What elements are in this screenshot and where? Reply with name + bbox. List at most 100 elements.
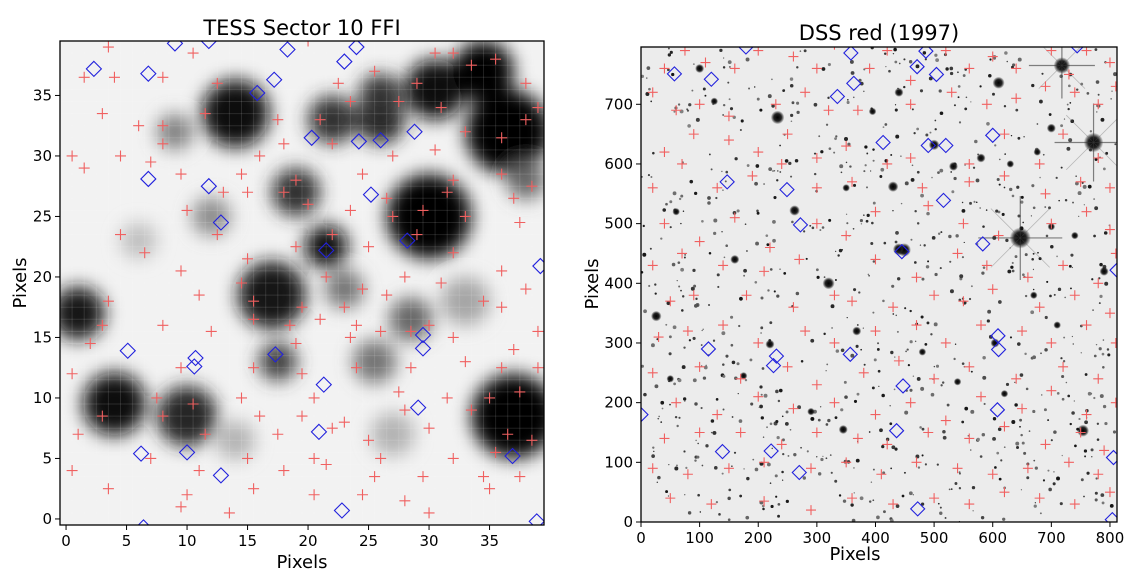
dss-panel: DSS red (1997) 0 100 200 300 400 500 600 700 800… xyxy=(582,21,1124,565)
cross-marker xyxy=(139,247,151,259)
tess-diamonds xyxy=(85,41,544,545)
cross-marker xyxy=(447,331,459,343)
cross-marker xyxy=(788,403,799,414)
diffraction-spike xyxy=(1065,114,1117,171)
cross-marker xyxy=(1075,427,1086,438)
cross-marker xyxy=(496,168,508,180)
cross-marker xyxy=(248,362,260,374)
cross-marker xyxy=(659,218,670,229)
cross-marker xyxy=(115,150,126,162)
cross-marker xyxy=(72,428,84,440)
cross-marker xyxy=(1110,248,1117,259)
cross-marker xyxy=(1104,487,1115,498)
cross-marker xyxy=(993,230,1004,241)
cross-marker xyxy=(405,362,417,374)
cross-marker xyxy=(508,344,520,356)
x-tick-label: 200 xyxy=(744,529,773,547)
cross-marker xyxy=(735,427,746,438)
x-tick-label: 400 xyxy=(861,529,890,547)
dss-y-ticks: 0 100 200 300 400 500 600 700 xyxy=(604,95,641,531)
diamond-marker xyxy=(140,170,157,188)
cross-marker xyxy=(976,391,986,402)
cross-marker xyxy=(782,361,793,372)
cross-marker xyxy=(1093,278,1104,289)
bright-star xyxy=(887,181,899,192)
diamond-marker xyxy=(829,88,846,105)
diamond-marker xyxy=(528,513,544,525)
cross-marker xyxy=(1022,463,1033,474)
cross-marker xyxy=(254,150,266,162)
diamond-marker xyxy=(414,340,432,357)
bright-star xyxy=(992,76,1005,89)
diamond-marker xyxy=(140,65,157,82)
cross-marker xyxy=(350,319,362,331)
cross-marker xyxy=(1069,87,1080,98)
cross-marker xyxy=(753,337,764,348)
cross-marker xyxy=(981,99,992,110)
cross-marker xyxy=(423,507,435,519)
bright-star xyxy=(976,153,986,163)
cross-marker xyxy=(1063,69,1074,80)
cross-marker xyxy=(423,319,435,331)
bright-star xyxy=(672,207,680,216)
cross-marker xyxy=(308,489,320,501)
bright-star xyxy=(739,372,748,380)
cross-marker xyxy=(1110,337,1117,348)
cross-marker xyxy=(1081,320,1092,331)
cross-marker xyxy=(157,410,169,422)
cross-marker xyxy=(278,186,290,198)
bright-star xyxy=(1033,148,1042,156)
cross-marker xyxy=(447,452,459,464)
diamond-marker xyxy=(1070,47,1084,54)
y-tick-label: 300 xyxy=(604,334,633,352)
cross-marker xyxy=(526,180,538,192)
cross-marker xyxy=(514,386,526,398)
cross-marker xyxy=(1046,385,1057,396)
diamond-marker xyxy=(984,127,1001,144)
diamond-marker xyxy=(974,236,991,252)
bright-star xyxy=(807,407,815,416)
tess-crosses xyxy=(66,41,544,519)
cross-marker xyxy=(811,152,822,163)
cross-marker xyxy=(242,452,254,464)
cross-marker xyxy=(1011,93,1022,104)
cross-marker xyxy=(387,150,399,162)
x-tick-label: 15 xyxy=(238,532,257,550)
tess-panel: TESS Sector 10 FFI 0 5 10 15 20 25 30 35 0 5 10 15… xyxy=(10,16,545,573)
diamond-marker xyxy=(512,530,527,545)
diffraction-spike xyxy=(1054,103,1117,182)
x-tick-label: 5 xyxy=(122,532,132,550)
tess-y-axis-label: Pixels xyxy=(10,257,31,308)
cross-marker xyxy=(532,102,544,114)
cross-marker xyxy=(272,114,284,126)
cross-marker xyxy=(308,392,320,404)
cross-marker xyxy=(532,362,544,374)
cross-marker xyxy=(205,325,217,337)
diamond-marker xyxy=(843,47,859,61)
cross-marker xyxy=(484,483,496,495)
tess-x-axis-label: Pixels xyxy=(276,552,327,573)
cross-marker xyxy=(326,229,338,241)
bright-star xyxy=(1030,291,1038,299)
cross-marker xyxy=(199,108,211,120)
cross-marker xyxy=(459,210,471,222)
cross-marker xyxy=(1110,81,1117,92)
cross-marker xyxy=(1011,373,1022,384)
image-blob xyxy=(156,385,218,447)
bright-star xyxy=(948,161,958,171)
diamond-marker xyxy=(875,134,891,151)
y-tick-label: 500 xyxy=(604,215,633,233)
cross-marker xyxy=(981,260,992,271)
cross-marker xyxy=(248,313,260,325)
bright-star xyxy=(1053,321,1061,329)
diamond-marker xyxy=(763,443,779,459)
cross-marker xyxy=(905,75,916,86)
cross-marker xyxy=(175,362,187,374)
cross-marker xyxy=(423,422,435,434)
cross-marker xyxy=(157,120,169,132)
cross-marker xyxy=(350,362,362,374)
cross-marker xyxy=(490,53,502,65)
image-blob xyxy=(358,73,403,118)
cross-marker xyxy=(833,47,835,50)
cross-marker xyxy=(682,326,693,337)
